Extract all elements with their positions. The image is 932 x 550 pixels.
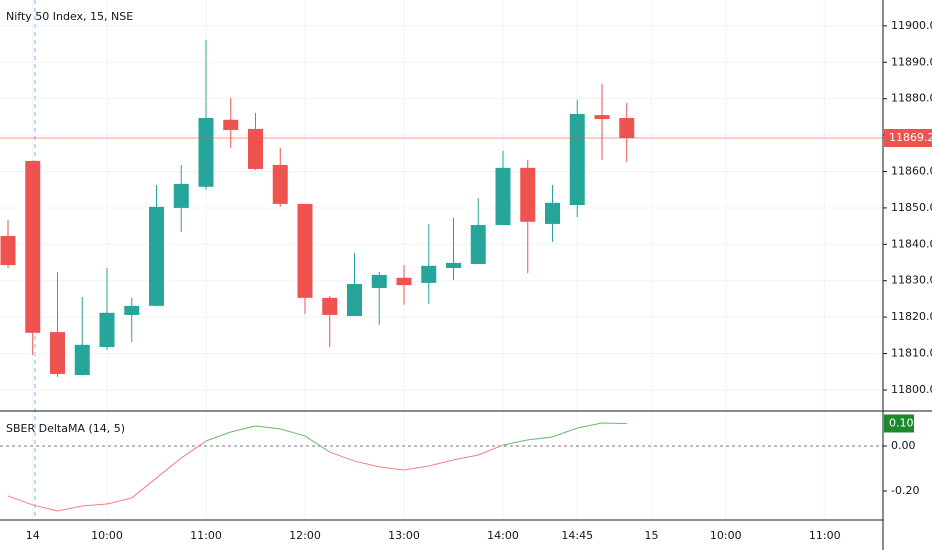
x-tick-label: 12:00 [289,529,321,542]
indicator-segment [280,428,306,437]
indicator-segment [329,451,355,462]
y-tick-label: -0.20 [891,484,919,497]
candle-body [272,164,288,204]
chart-title: Nifty 50 Index, 15, NSE [6,10,133,23]
candle-body [520,167,536,222]
y-tick-label: 11820.00 [891,310,932,323]
candle-body [619,117,635,139]
candle-body [149,206,164,306]
indicator-segment [82,503,108,507]
candle-body [545,202,560,224]
indicator-segment [57,505,83,512]
x-tick-label: 11:00 [190,529,222,542]
y-tick-label: 0.00 [891,439,916,452]
indicator-segment [502,439,528,446]
candle-body [569,113,585,205]
candle-body [173,183,189,208]
candle-body [124,305,140,315]
indicator-segment [106,497,132,505]
last-value-label: 0.10 [889,416,914,429]
indicator-title: SBER DeltaMA (14, 5) [6,422,125,435]
last-value-badge [884,414,914,433]
candle-body [446,262,461,268]
candle-body [495,167,511,226]
y-tick-label: 11880.00 [891,92,932,105]
candle-body [322,297,338,315]
indicator-segment [552,427,578,438]
candle-body [50,332,65,374]
candle-body [297,203,313,298]
indicator-segment [478,444,504,456]
indicator-segment [131,477,157,499]
candle-body [470,225,486,264]
x-tick-label: 11:00 [809,529,841,542]
indicator-segment [527,436,553,441]
y-tick-label: 11830.00 [891,274,932,287]
y-tick-label: 11890.00 [891,55,932,68]
y-tick-label: 11810.00 [891,347,932,360]
y-tick-label: 11860.00 [891,165,932,178]
marks [0,39,883,512]
indicator-segment [453,454,479,461]
indicator-segment [304,435,331,453]
indicator-segment [156,457,182,479]
y-tick-label: 11900.00 [891,19,932,32]
x-tick-label: 10:00 [710,529,742,542]
x-tick-label: 14:45 [561,529,593,542]
indicator-segment [205,431,231,442]
candle-body [0,235,16,266]
indicator-segment [7,495,33,506]
candle-body [25,160,41,333]
y-tick-label: 11850.00 [891,201,932,214]
indicator-segment [403,465,429,471]
x-tick-label: 14 [26,529,40,542]
candle-body [74,344,90,376]
indicator-segment [180,440,207,459]
y-tick-label: 11800.00 [891,383,932,396]
indicator-segment [32,504,58,512]
candle-body [347,284,362,317]
grid [0,0,883,520]
indicator-segment [379,466,405,471]
indicator-segment [354,460,380,468]
indicator-segment [428,459,454,467]
x-tick-label: 15 [645,529,659,542]
candle-body [248,128,263,169]
last-price-badge [884,129,932,148]
x-tick-label: 13:00 [388,529,420,542]
indicator-segment [577,422,603,429]
candle-body [198,117,214,187]
candle-body [421,265,437,283]
x-tick-label: 10:00 [91,529,123,542]
candle-body [396,277,412,286]
candle-body [594,115,610,120]
candle-body [371,274,387,289]
last-price-label: 11869.20 [889,131,932,144]
candle-body [99,312,115,348]
indicator-segment [230,425,256,433]
indicator-segment [255,425,281,430]
x-tick-label: 14:00 [487,529,519,542]
candle-body [223,119,239,130]
y-tick-label: 11840.00 [891,237,932,250]
